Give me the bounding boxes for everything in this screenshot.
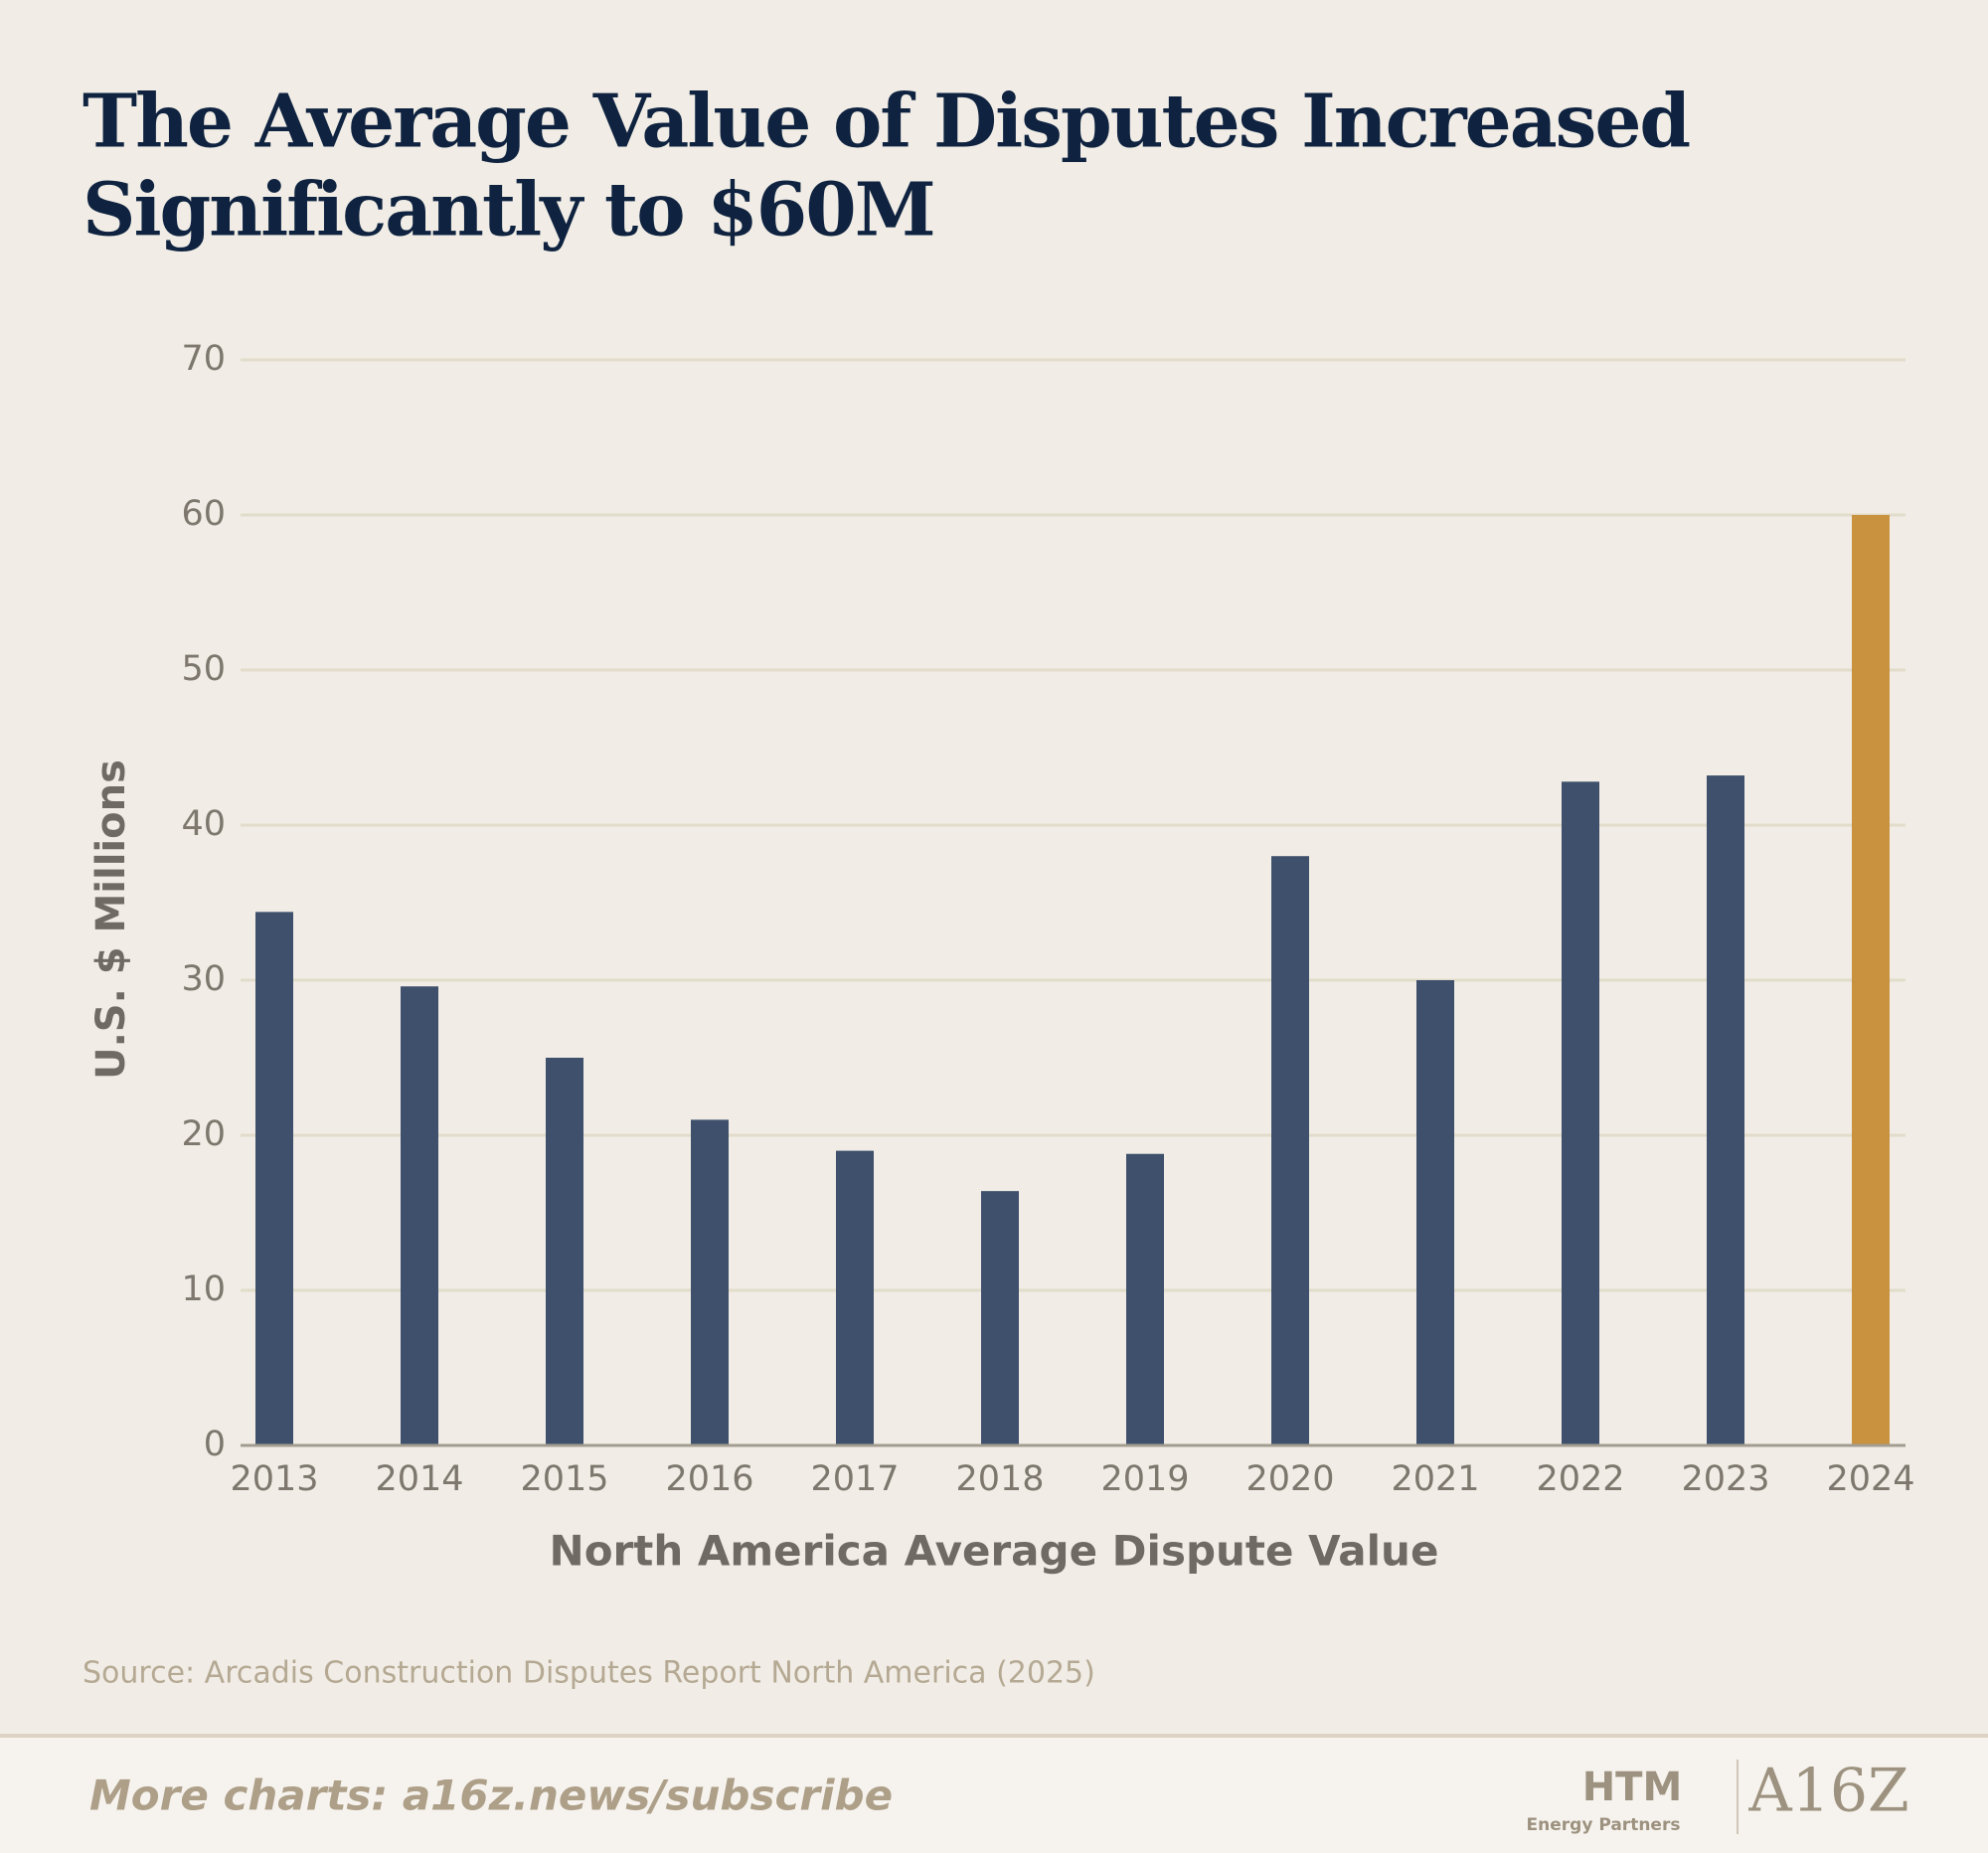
x-tick-label: 2016: [665, 1459, 753, 1499]
bar: [1562, 781, 1599, 1445]
y-tick-label: 60: [181, 494, 226, 534]
logo-htm: HTM: [1582, 1765, 1683, 1810]
x-tick-label: 2014: [375, 1459, 463, 1499]
y-tick-label: 0: [204, 1425, 226, 1464]
x-tick-label: 2020: [1245, 1459, 1334, 1499]
chart-title: The Average Value of Disputes Increased: [83, 80, 1690, 165]
bar: [1852, 515, 1890, 1445]
x-axis-title: North America Average Dispute Value: [550, 1527, 1439, 1576]
bar: [1416, 980, 1454, 1445]
bar: [1126, 1153, 1164, 1445]
y-tick-label: 30: [181, 959, 226, 999]
source: Source: Arcadis Construction Disputes Re…: [83, 1656, 1095, 1691]
footer-band: [0, 1735, 1988, 1853]
x-tick-label: 2018: [955, 1459, 1044, 1499]
bar: [255, 912, 293, 1445]
x-tick-label: 2023: [1681, 1459, 1769, 1499]
x-tick-label: 2017: [810, 1459, 899, 1499]
footer-link[interactable]: More charts: a16z.news/subscribe: [89, 1771, 893, 1820]
bar: [1271, 856, 1309, 1445]
x-tick-label: 2021: [1391, 1459, 1479, 1499]
chart-subtitle: Significantly to $60M: [83, 168, 934, 253]
x-tick-label: 2024: [1826, 1459, 1914, 1499]
y-tick-label: 40: [181, 804, 226, 844]
bar: [691, 1119, 729, 1445]
x-tick-label: 2015: [520, 1459, 608, 1499]
y-tick-label: 20: [181, 1114, 226, 1154]
x-tick-label: 2013: [230, 1459, 318, 1499]
bar: [401, 986, 438, 1445]
y-tick-label: 10: [181, 1269, 226, 1309]
x-tick-label: 2022: [1536, 1459, 1624, 1499]
bar: [836, 1150, 874, 1445]
y-tick-label: 50: [181, 649, 226, 689]
bar: [981, 1191, 1019, 1445]
y-axis-title: U.S. $ Millions: [88, 759, 134, 1080]
bar: [546, 1058, 583, 1445]
logo-a16z: A16Z: [1747, 1757, 1908, 1826]
bar: [1707, 775, 1744, 1445]
x-tick-label: 2019: [1100, 1459, 1189, 1499]
y-tick-label: 70: [181, 339, 226, 379]
logo-htm-sub: Energy Partners: [1527, 1815, 1681, 1835]
